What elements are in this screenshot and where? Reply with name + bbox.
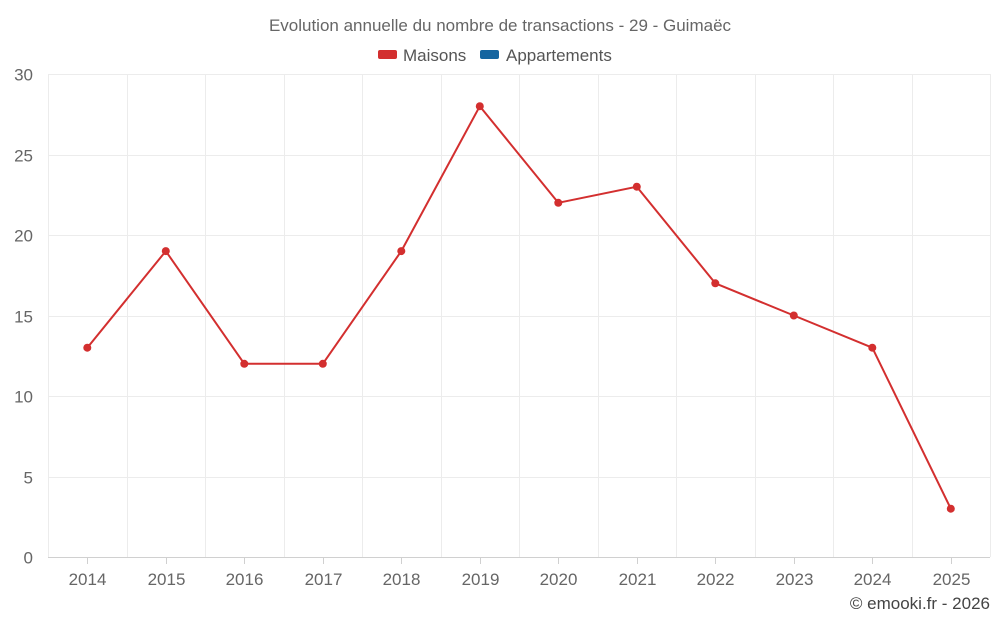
legend-swatch-appartements[interactable] bbox=[480, 50, 499, 59]
data-point-2018[interactable] bbox=[397, 247, 406, 256]
x-tick-label: 2016 bbox=[226, 570, 264, 589]
x-tick-label: 2014 bbox=[69, 570, 107, 589]
x-tick-label: 2019 bbox=[462, 570, 500, 589]
y-axis-ticks: 0 5 10 15 20 25 30 bbox=[14, 66, 33, 568]
y-tick-label: 0 bbox=[24, 549, 33, 568]
y-tick-label: 25 bbox=[14, 147, 33, 166]
data-point-2024[interactable] bbox=[868, 343, 877, 352]
legend-swatch-maisons[interactable] bbox=[378, 50, 397, 59]
data-point-2020[interactable] bbox=[554, 198, 563, 207]
data-point-2014[interactable] bbox=[83, 343, 92, 352]
grid bbox=[48, 74, 991, 558]
data-point-2023[interactable] bbox=[789, 311, 798, 320]
x-tick-label: 2017 bbox=[305, 570, 343, 589]
y-tick-label: 10 bbox=[14, 388, 33, 407]
data-point-2015[interactable] bbox=[161, 247, 170, 256]
chart-title: Evolution annuelle du nombre de transact… bbox=[269, 16, 732, 35]
y-tick-label: 15 bbox=[14, 308, 33, 327]
x-tick-label: 2020 bbox=[540, 570, 578, 589]
x-tick-label: 2022 bbox=[697, 570, 735, 589]
credit-text: © emooki.fr - 2026 bbox=[850, 594, 990, 613]
x-tick-label: 2018 bbox=[383, 570, 421, 589]
y-tick-label: 30 bbox=[14, 66, 33, 85]
legend-label-appartements[interactable]: Appartements bbox=[506, 46, 612, 65]
x-tick-label: 2021 bbox=[619, 570, 657, 589]
data-point-2017[interactable] bbox=[318, 359, 327, 368]
data-point-2022[interactable] bbox=[711, 279, 720, 288]
x-axis-ticks: 2014 2015 2016 2017 2018 2019 2020 2021 2022 2023… bbox=[69, 557, 971, 589]
x-tick-label: 2015 bbox=[148, 570, 186, 589]
series-line-maisons bbox=[86, 105, 952, 510]
data-point-2021[interactable] bbox=[632, 182, 641, 191]
y-tick-label: 5 bbox=[24, 469, 33, 488]
legend: Maisons Appartements bbox=[378, 46, 612, 65]
data-point-2025[interactable] bbox=[946, 504, 955, 513]
x-tick-label: 2025 bbox=[933, 570, 971, 589]
legend-label-maisons[interactable]: Maisons bbox=[403, 46, 466, 65]
x-tick-label: 2023 bbox=[776, 570, 814, 589]
data-point-2019[interactable] bbox=[475, 102, 484, 111]
x-tick-label: 2024 bbox=[854, 570, 892, 589]
y-tick-label: 20 bbox=[14, 227, 33, 246]
data-point-2016[interactable] bbox=[240, 359, 249, 368]
data-points-maisons bbox=[83, 102, 955, 513]
